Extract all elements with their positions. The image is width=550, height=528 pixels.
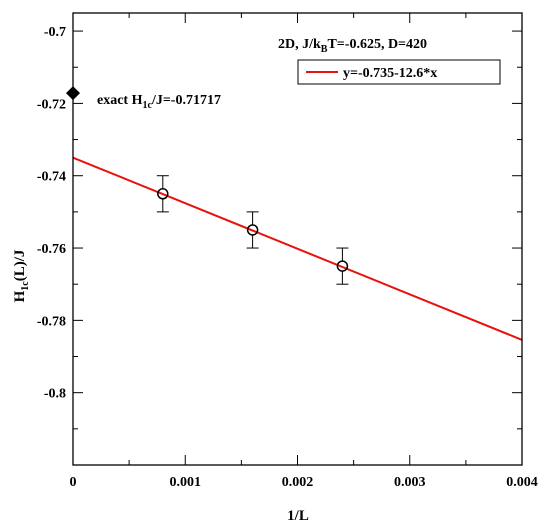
exact-label-rest: /J=-0.71717 <box>151 93 221 108</box>
data-point <box>336 260 349 272</box>
x-tick-label: 0.004 <box>506 475 538 490</box>
y-axis-title-rest: (L)/J <box>12 249 28 281</box>
exact-label: exact H1c/J=-0.71717 <box>97 93 221 111</box>
data-point <box>157 188 169 200</box>
legend-label: y=-0.735-12.6*x <box>343 66 437 81</box>
x-tick-label: 0.001 <box>170 475 202 490</box>
x-axis-title: 1/L <box>287 508 309 524</box>
x-tick-label: 0 <box>70 475 77 490</box>
y-tick-label: -0.8 <box>44 387 66 402</box>
header-annotation: 2D, J/kBT=-0.625, D=420 <box>278 37 427 55</box>
x-tick-label: 0.002 <box>282 475 314 490</box>
exact-label-main: exact H <box>97 93 143 108</box>
y-tick-label: -0.76 <box>37 242 66 257</box>
header-sub: B <box>321 44 328 55</box>
y-tick-label: -0.72 <box>37 97 66 112</box>
x-tick-label: 0.003 <box>394 475 426 490</box>
plot-area <box>66 86 523 341</box>
fit-line <box>72 156 523 341</box>
legend: y=-0.735-12.6*x <box>297 59 501 85</box>
y-axis-title: H1c(L)/J <box>12 249 31 302</box>
y-axis-title-sub: 1c <box>20 281 31 291</box>
y-axis-title-main: H <box>12 290 28 302</box>
axis-ticks: 0 0.001 0.002 0.003 0.004 -0.8 -0.78 -0.76 -0.74… <box>37 13 538 490</box>
y-tick-label: -0.74 <box>37 170 66 185</box>
header-rest: T=-0.625, D=420 <box>327 37 427 52</box>
plot-frame <box>72 12 523 466</box>
y-tick-label: -0.78 <box>37 314 66 329</box>
header-prefix: 2D, J/k <box>278 37 321 52</box>
data-point <box>246 224 259 236</box>
exact-label-sub: 1c <box>142 100 152 111</box>
y-tick-label: -0.7 <box>44 25 66 40</box>
